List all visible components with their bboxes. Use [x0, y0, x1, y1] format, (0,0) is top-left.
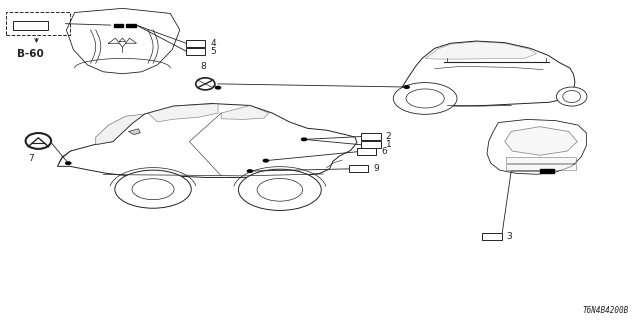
Text: 1: 1 [386, 140, 392, 149]
Polygon shape [221, 105, 269, 119]
Bar [357, 148, 376, 155]
Circle shape [263, 159, 268, 162]
Text: 9: 9 [373, 164, 379, 173]
Bar [126, 24, 136, 27]
Circle shape [247, 170, 252, 172]
Bar [362, 141, 381, 148]
Polygon shape [58, 104, 357, 178]
Text: 2: 2 [386, 132, 391, 141]
Bar [506, 157, 576, 163]
Text: 3: 3 [507, 232, 513, 241]
Circle shape [66, 162, 71, 164]
Bar [6, 12, 70, 35]
Bar [114, 24, 123, 27]
Polygon shape [148, 104, 218, 122]
Ellipse shape [556, 87, 587, 106]
Bar [13, 21, 48, 30]
Polygon shape [425, 42, 537, 59]
Circle shape [301, 138, 307, 141]
Ellipse shape [26, 133, 51, 149]
Bar [483, 233, 502, 240]
Ellipse shape [563, 91, 580, 103]
Polygon shape [487, 119, 586, 174]
Text: 6: 6 [381, 147, 387, 156]
Text: T6N4B4200B: T6N4B4200B [583, 306, 629, 315]
Polygon shape [505, 127, 577, 155]
Bar [186, 48, 205, 55]
Bar [186, 40, 205, 47]
Circle shape [394, 83, 457, 114]
Circle shape [257, 179, 303, 201]
Circle shape [406, 89, 444, 108]
Ellipse shape [196, 78, 215, 90]
Text: 7: 7 [28, 154, 34, 163]
Bar [540, 169, 554, 173]
Text: B-60: B-60 [17, 49, 44, 59]
Text: 4: 4 [211, 39, 216, 48]
Circle shape [239, 169, 321, 211]
Circle shape [115, 170, 191, 208]
Circle shape [404, 86, 409, 88]
Polygon shape [96, 114, 145, 145]
Bar [362, 133, 381, 140]
Polygon shape [129, 129, 140, 135]
Bar [506, 164, 576, 170]
Bar [349, 165, 368, 172]
Polygon shape [401, 41, 575, 106]
Text: 5: 5 [211, 47, 216, 56]
Text: 8: 8 [200, 61, 205, 70]
Circle shape [132, 179, 174, 200]
Polygon shape [67, 8, 180, 74]
Circle shape [216, 86, 221, 89]
